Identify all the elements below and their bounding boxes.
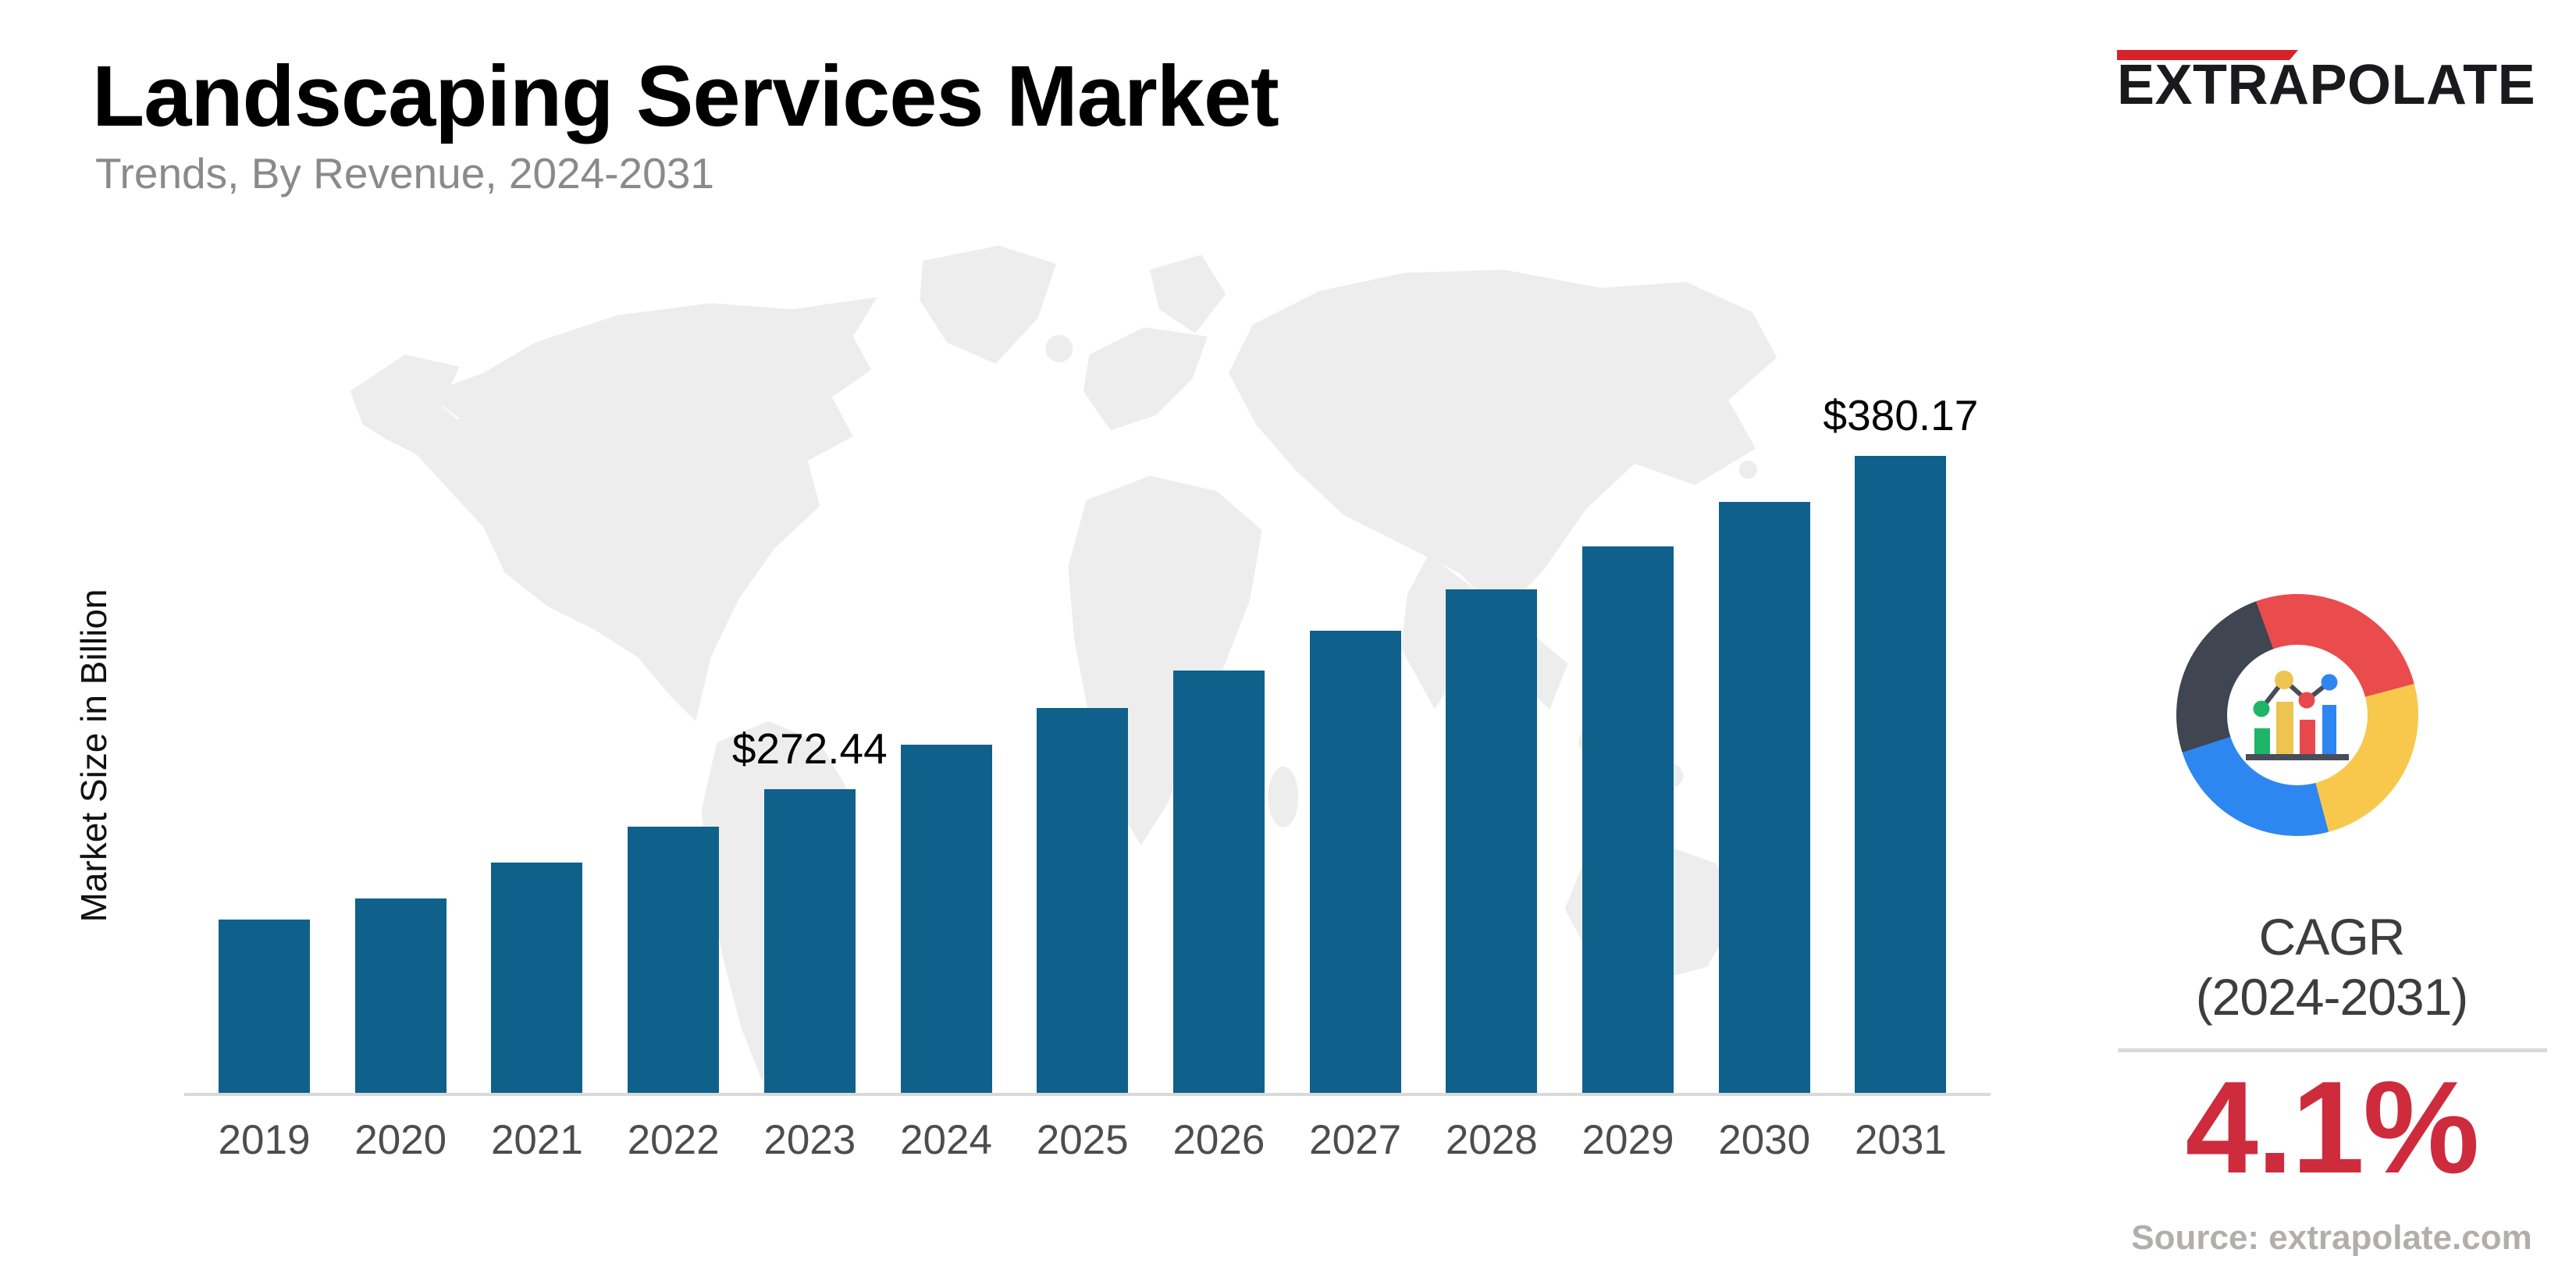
map-japan [1716, 424, 1741, 449]
cagr-label: CAGR (2024-2031) [2117, 907, 2546, 1027]
page-title: Landscaping Services Market [92, 48, 1279, 144]
x-tick-2029: 2029 [1582, 1117, 1674, 1163]
x-tick-2027: 2027 [1309, 1117, 1402, 1163]
bar-2023 [763, 789, 856, 1094]
cagr-label-line2: (2024-2031) [2195, 968, 2469, 1026]
map-scandinavia [1150, 254, 1226, 334]
x-tick-2031: 2031 [1854, 1117, 1947, 1163]
bar-2027 [1309, 631, 1401, 1094]
donut-chart-icon [2176, 594, 2418, 836]
source-attribution: Source: extrapolate.com [2131, 1219, 2532, 1257]
donut-hole [2227, 645, 2368, 785]
x-tick-2024: 2024 [900, 1117, 992, 1163]
panel-divider [2118, 1048, 2547, 1052]
bar-2020 [354, 898, 447, 1094]
x-tick-2019: 2019 [218, 1117, 311, 1163]
bar-2019 [219, 920, 310, 1094]
brand-logo: EXTRAPOLATE [2117, 54, 2536, 116]
map-europe [1083, 327, 1208, 431]
bar-2030 [1718, 502, 1810, 1094]
bar-2025 [1037, 708, 1129, 1094]
logo-accent-bar [2117, 50, 2298, 60]
x-tick-2021: 2021 [490, 1117, 583, 1163]
cagr-value: 4.1% [2185, 1054, 2480, 1201]
map-madagascar [1268, 767, 1299, 827]
x-tick-2030: 2030 [1718, 1117, 1811, 1163]
y-axis-label: Market Size in Billion [73, 589, 114, 923]
x-tick-2022: 2022 [627, 1117, 720, 1163]
x-tick-2023: 2023 [763, 1117, 856, 1163]
map-asia [1229, 269, 1777, 616]
bar-2026 [1172, 671, 1265, 1094]
data-label-2031: $380.17 [1823, 391, 1979, 439]
cagr-label-line1: CAGR [2258, 908, 2406, 966]
bar-2021 [491, 863, 583, 1094]
x-axis-line [184, 1093, 1991, 1096]
page-subtitle: Trends, By Revenue, 2024-2031 [95, 149, 714, 197]
data-label-2023: $272.44 [731, 724, 888, 773]
bar-2028 [1446, 589, 1538, 1094]
x-tick-2025: 2025 [1036, 1117, 1129, 1163]
x-tick-2028: 2028 [1445, 1117, 1538, 1163]
bar-line-chart-icon [2246, 671, 2349, 760]
bar-2031 [1855, 456, 1947, 1094]
bar-2029 [1582, 546, 1674, 1094]
x-tick-2026: 2026 [1172, 1117, 1265, 1163]
bar-2022 [628, 827, 720, 1094]
map-britain [1045, 335, 1073, 363]
x-tick-2020: 2020 [354, 1117, 447, 1163]
map-north-america [411, 297, 877, 721]
bar-2024 [900, 745, 992, 1094]
map-greenland [920, 245, 1056, 364]
